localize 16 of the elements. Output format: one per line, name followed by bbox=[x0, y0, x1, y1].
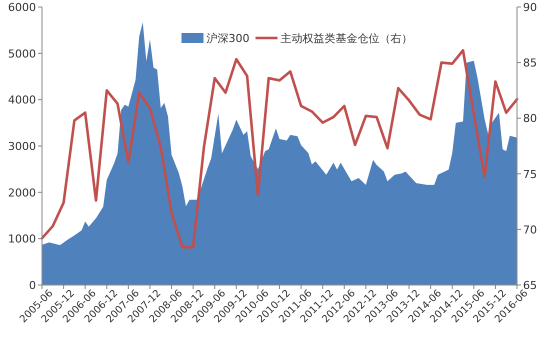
y-tick-label: 0 bbox=[29, 279, 36, 292]
y2-tick-label: 85 bbox=[523, 56, 537, 70]
y2-tick-label: 80 bbox=[523, 112, 537, 126]
legend-label: 主动权益类基金仓位（右） bbox=[280, 32, 412, 45]
legend-label: 沪深300 bbox=[206, 32, 250, 45]
y-tick-label: 3000 bbox=[8, 140, 36, 153]
y-tick-label: 2000 bbox=[8, 186, 36, 200]
line-series bbox=[40, 49, 518, 248]
y2-tick-label: 90 bbox=[523, 1, 537, 14]
y2-tick-label: 75 bbox=[523, 168, 537, 181]
y2-tick-label: 65 bbox=[523, 279, 537, 292]
y2-tick-label: 70 bbox=[523, 223, 537, 236]
y-tick-label: 4000 bbox=[8, 94, 36, 107]
y-tick-label: 1000 bbox=[8, 232, 36, 246]
y-tick-label: 5000 bbox=[8, 47, 36, 60]
y-tick-label: 6000 bbox=[8, 1, 36, 14]
